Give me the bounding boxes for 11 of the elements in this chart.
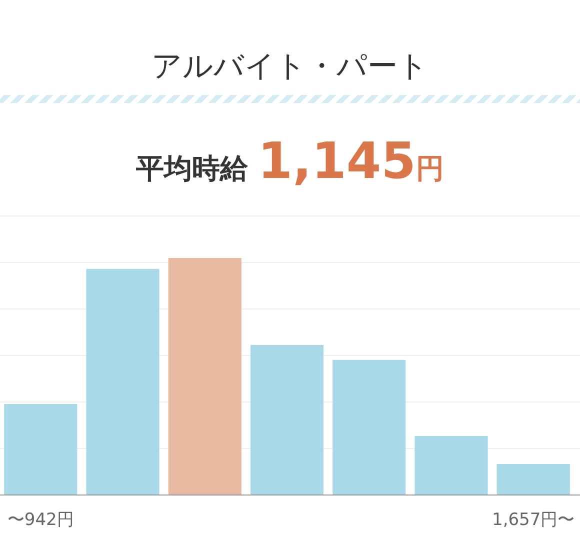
bar xyxy=(4,404,78,495)
bar xyxy=(86,268,160,495)
x-tick-label: 〜942円 xyxy=(7,510,74,530)
chart-title: アルバイト・パート xyxy=(152,49,428,84)
bar xyxy=(332,360,406,495)
bar xyxy=(168,258,242,495)
bar xyxy=(496,464,570,495)
x-tick-label: 1,657円〜 xyxy=(492,510,575,530)
bar xyxy=(414,436,488,495)
bar xyxy=(250,344,324,495)
chart-subtitle: 平均時給 1,145円 xyxy=(135,132,444,190)
